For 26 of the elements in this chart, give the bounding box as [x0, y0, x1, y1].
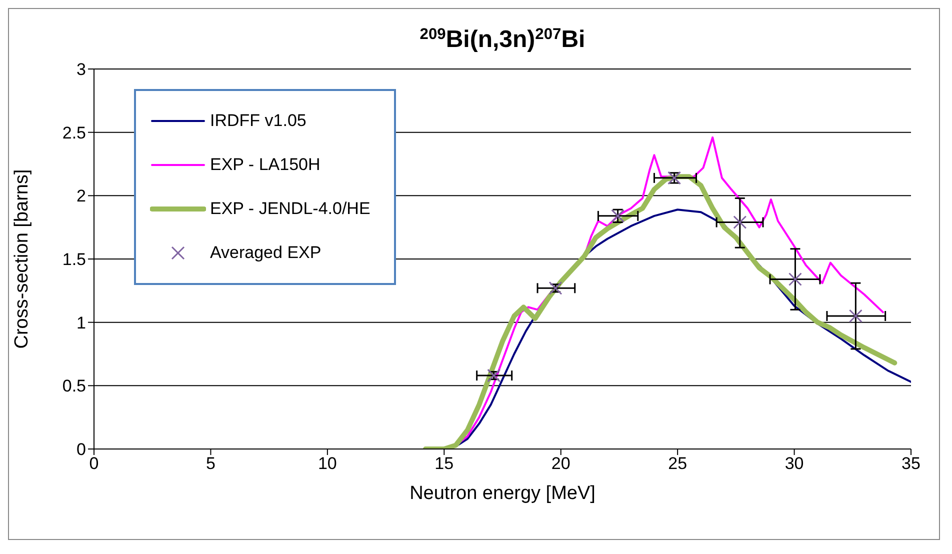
x-tick-label: 25	[668, 454, 688, 474]
point	[548, 281, 562, 295]
y-tick-label: 2	[76, 186, 86, 206]
y-tick-label: 1.5	[62, 250, 86, 270]
y-axis-title: Cross-section [barns]	[12, 169, 33, 349]
x-tick-label: 15	[434, 454, 454, 474]
point	[788, 272, 802, 286]
x-tick-label: 20	[551, 454, 570, 474]
chart-title: $^{209}$Bi(n,3n)$^{207}$Bi	[420, 26, 586, 53]
x-tick-label: 10	[318, 454, 337, 474]
legend-label: EXP - LA150H	[210, 155, 320, 175]
point	[848, 309, 862, 323]
legend-label: EXP - JENDL-4.0/HE	[210, 199, 370, 219]
y-tick-label: 2.5	[62, 123, 86, 142]
x-tick-label: 30	[784, 454, 804, 474]
x-tick-label: 0	[89, 454, 99, 474]
y-tick-label: 0	[76, 440, 86, 460]
x-tick-label: 35	[902, 454, 920, 474]
point	[733, 216, 747, 230]
x-axis-title: Neutron energy [MeV]	[410, 483, 596, 504]
legend-label: IRDFF v1.05	[210, 111, 306, 131]
x-tick-label: 5	[206, 454, 216, 474]
y-tick-label: 1	[76, 313, 86, 332]
legend-label: Averaged EXP	[210, 243, 322, 263]
y-tick-label: 0.5	[62, 376, 86, 396]
y-tick-label: 3	[76, 60, 86, 80]
